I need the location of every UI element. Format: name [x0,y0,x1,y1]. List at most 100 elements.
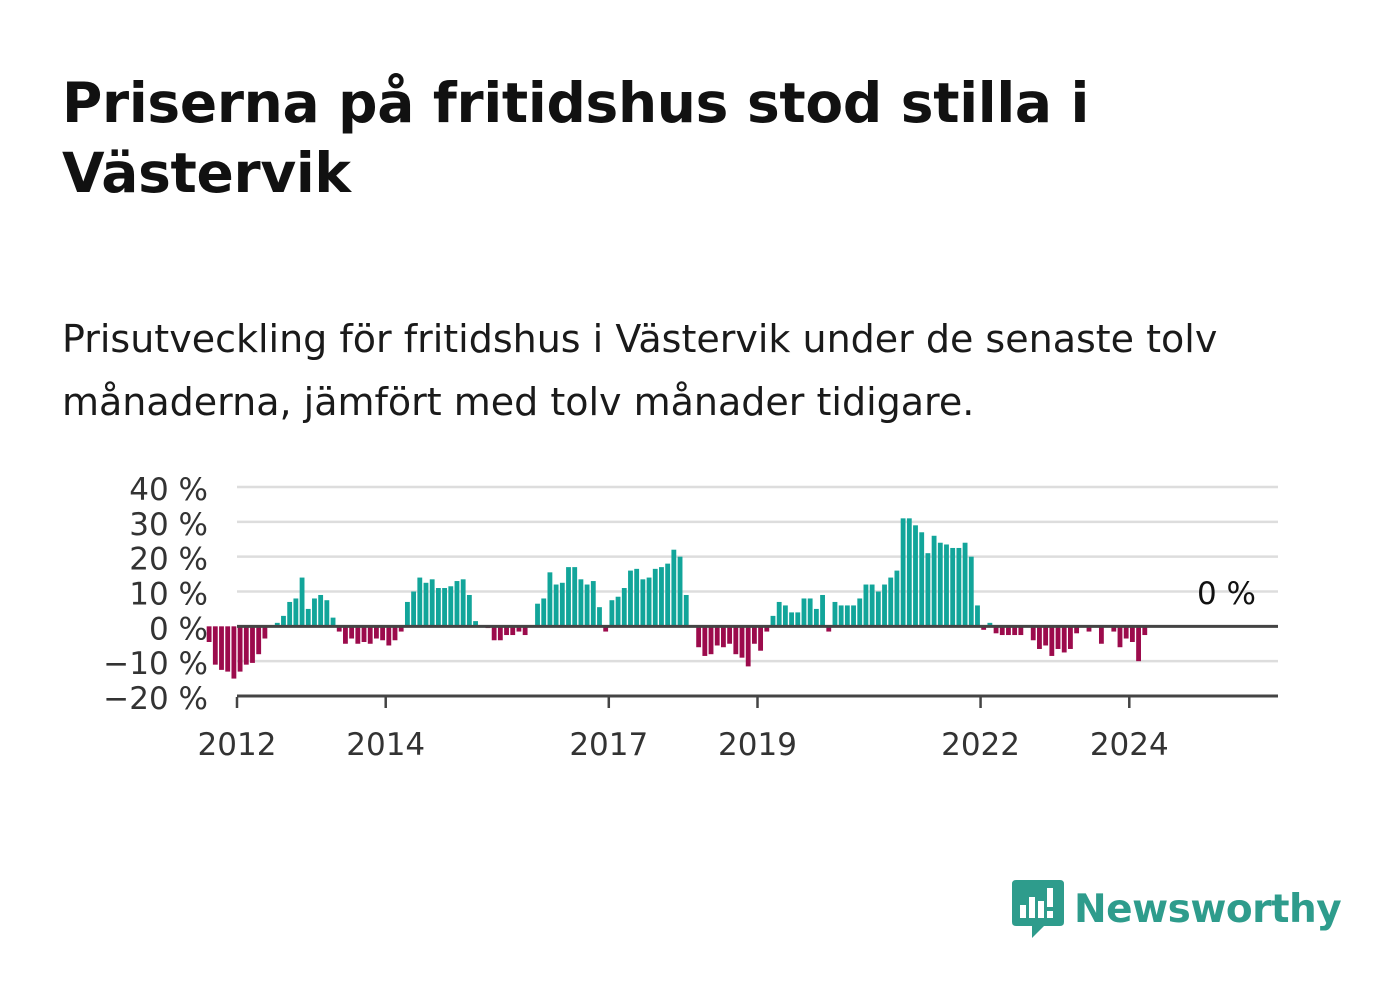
x-tick-label: 2017 [569,727,648,763]
bar [807,598,813,627]
bar [652,568,658,627]
bar [646,577,652,627]
bar [349,626,355,639]
bar [782,605,788,627]
bar [559,582,565,627]
bar [312,598,317,627]
bar [832,601,838,627]
bar [1111,626,1117,632]
bar [256,626,262,655]
bar [1018,626,1024,636]
bar [293,598,299,627]
bar [721,626,726,648]
bar [826,626,832,632]
bar [851,605,856,627]
bar [206,626,212,642]
bar [640,579,646,627]
bar [609,600,615,627]
bar [745,626,751,667]
bar [869,584,875,627]
bar [925,553,931,627]
y-tick-label: 0 % [149,611,208,647]
bar [702,626,708,656]
bar [863,584,869,627]
x-tick-label: 2022 [941,727,1020,763]
bar [857,598,863,627]
bar [522,626,528,636]
bar [510,626,516,636]
bar [696,626,702,648]
bar [535,603,540,627]
bar [913,525,918,627]
bar [628,570,633,627]
bars [206,518,1148,679]
bar [615,596,621,627]
bar [572,567,578,627]
bar [1117,626,1123,648]
bar [219,626,224,670]
bar [956,547,962,627]
y-tick-label: −10 % [103,646,208,682]
y-tick-label: 40 % [129,472,208,508]
bar [411,591,417,627]
bar [708,626,714,655]
bar [900,518,906,627]
bar [330,617,336,627]
bar [677,556,683,627]
bar [906,518,912,627]
bar [1037,626,1042,649]
bar [442,588,447,627]
bar [262,626,268,639]
bar [566,567,571,627]
bar [875,591,881,627]
bar [1068,626,1073,649]
bar [770,615,776,627]
bar [665,563,671,627]
bar [590,581,596,627]
bar [1142,626,1148,636]
bar [336,626,342,632]
bar [981,626,987,630]
bar [937,542,943,627]
bar [243,626,249,665]
bar [944,544,949,627]
bar [727,626,733,644]
bar [795,612,801,627]
bar [1098,626,1104,644]
bar [1012,626,1018,636]
bar [324,600,330,627]
bar [435,588,441,627]
bar [392,626,398,641]
bar [888,577,894,627]
bar [1061,626,1067,653]
bar [813,608,819,627]
bar [751,626,757,644]
bar [1074,626,1080,634]
chart-subtitle: Prisutveckling för fritidshus i Västervi… [62,317,1218,424]
bar [541,598,547,627]
bar [380,626,386,641]
bar [584,584,590,627]
bar [299,577,305,627]
bar [274,622,280,627]
bar [454,581,460,627]
last-value-label: 0 % [1197,576,1256,612]
bar [950,547,956,627]
bar [212,626,218,665]
bar [343,626,348,644]
axes: −20 %−10 %0 %10 %20 %30 %40 %2012 2014 201… [103,472,1278,763]
x-tick-label: 2014 [346,727,425,763]
bar [367,626,373,644]
bar [1006,626,1011,636]
bar [305,608,311,627]
bar [318,594,324,627]
bar [733,626,739,655]
bar [491,626,497,641]
bar [404,601,410,627]
bar [398,626,404,632]
bar [987,622,993,627]
bar [931,535,937,627]
bar [460,579,466,627]
bar [1129,626,1135,642]
